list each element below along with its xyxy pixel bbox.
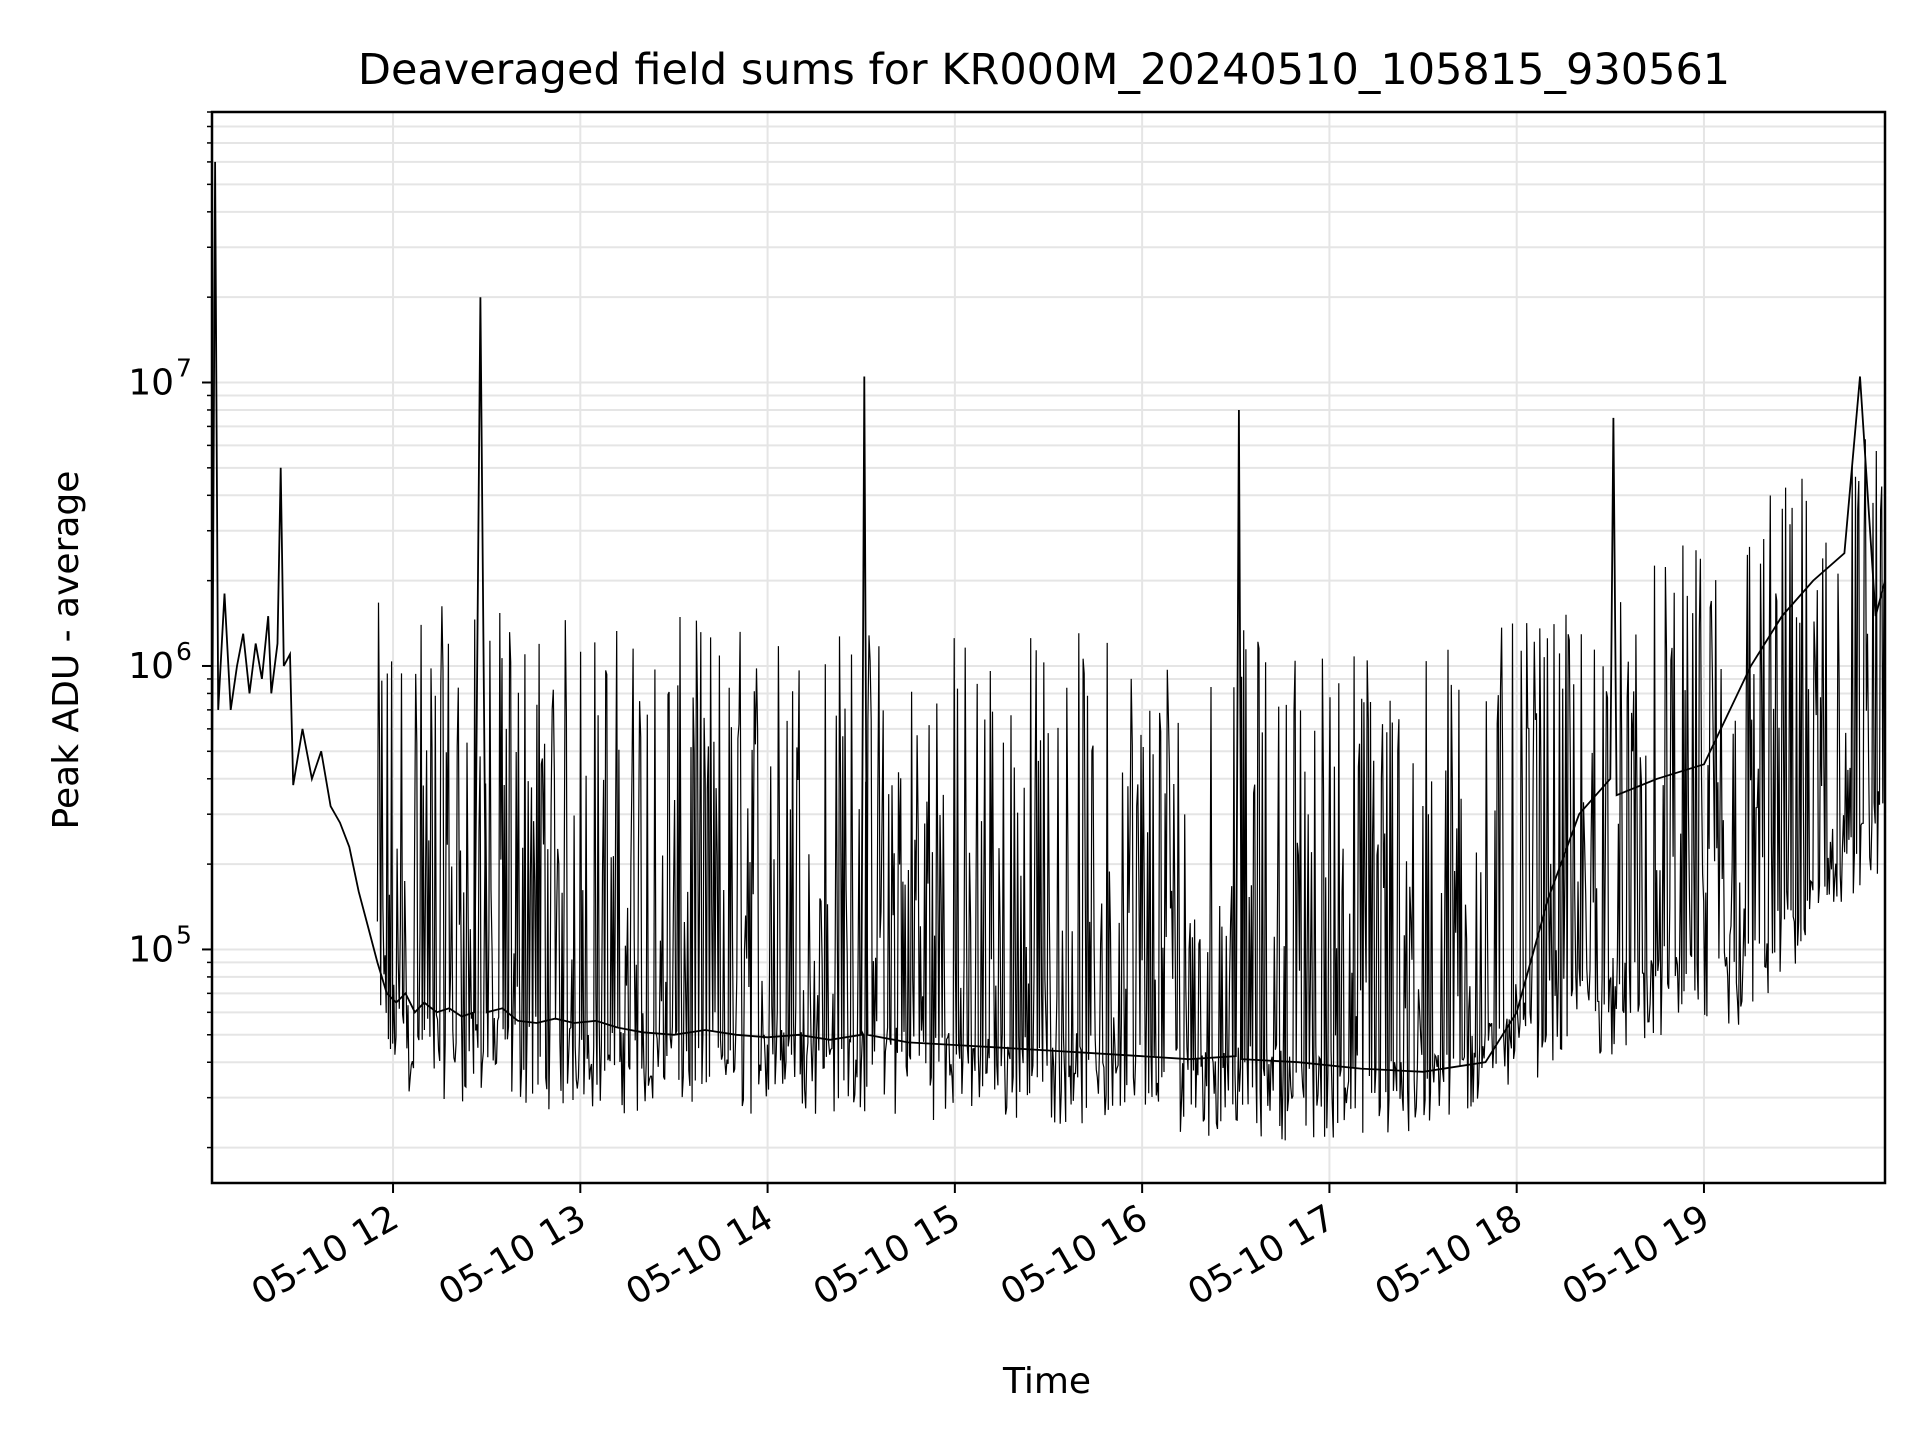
y-tick-label: 10	[128, 646, 174, 687]
x-axis-label: Time	[1002, 1361, 1091, 1402]
y-tick-exponent: 7	[176, 354, 192, 383]
series-burst-trace	[376, 439, 1886, 1141]
chart-title: Deaveraged field sums for KR000M_2024051…	[358, 45, 1730, 95]
series-line	[211, 161, 1886, 1141]
y-tick-exponent: 5	[176, 920, 192, 949]
y-tick-label: 10	[128, 929, 174, 970]
y-tick-label: 10	[128, 363, 174, 404]
plot-frame	[210, 110, 1887, 1185]
y-axis-label: Peak ADU - average	[46, 471, 87, 830]
y-tick-exponent: 6	[176, 637, 192, 666]
series-trend-line	[211, 161, 1886, 1073]
